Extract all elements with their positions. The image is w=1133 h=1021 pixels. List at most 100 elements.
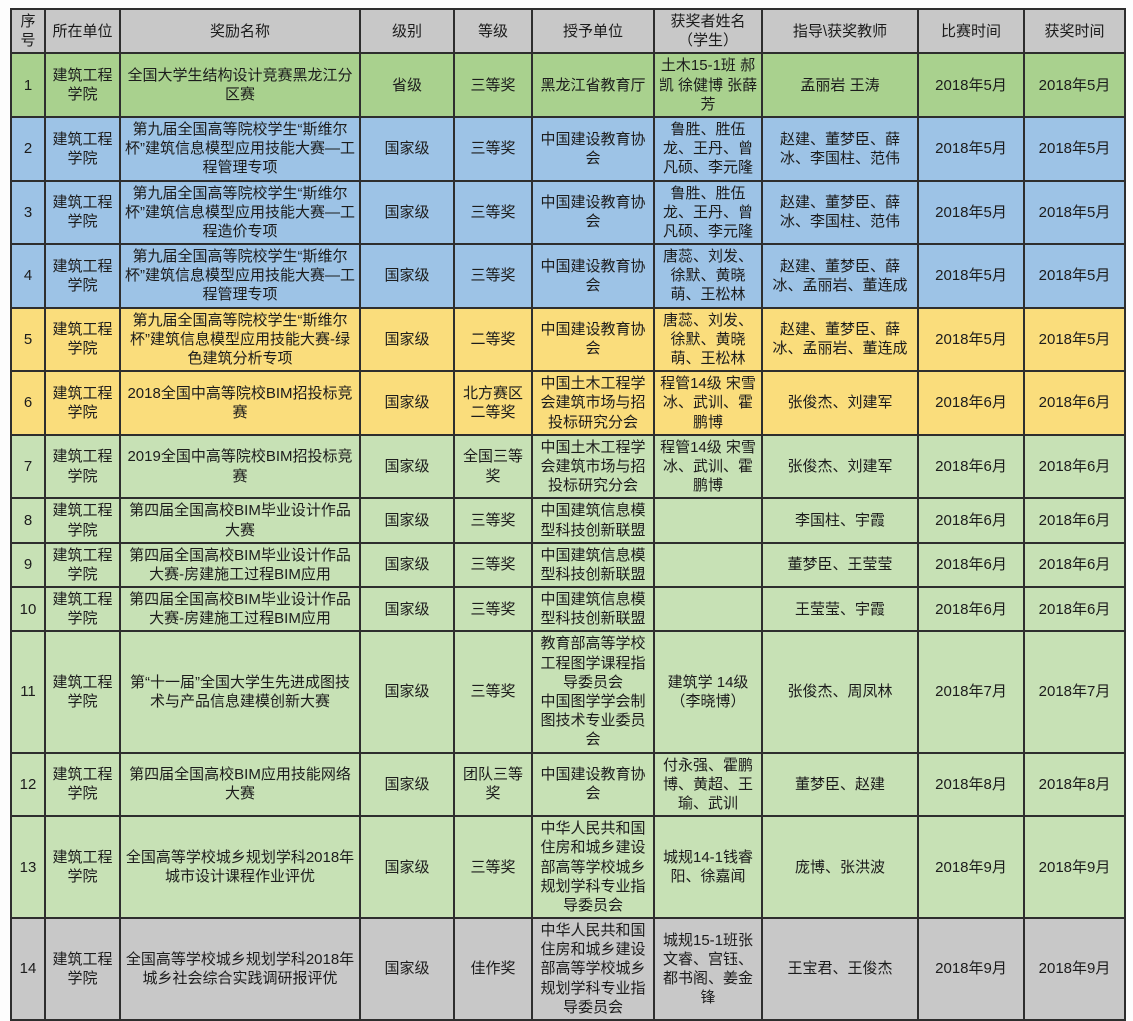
cell-grade: 三等奖: [453, 815, 533, 920]
column-header-award-name: 奖励名称: [119, 7, 361, 55]
cell-teachers: 赵建、董梦臣、薛冰、孟丽岩、董连成: [761, 243, 919, 309]
cell-index: 9: [10, 541, 46, 589]
cell-granting-unit: 中国建设教育协会: [531, 115, 655, 182]
cell-unit: 建筑工程学院: [44, 52, 121, 118]
cell-grade: 三等奖: [453, 179, 533, 246]
cell-granting-unit: 黑龙江省教育厅: [531, 52, 655, 118]
cell-award-name: 第四届全国高校BIM毕业设计作品大赛-房建施工过程BIM应用: [119, 586, 361, 633]
cell-student-names: 建筑学 14级 （李晓博）: [653, 630, 763, 754]
cell-student-names: [653, 497, 763, 544]
cell-competition-date: 2018年9月: [917, 917, 1025, 1021]
cell-level: 国家级: [359, 243, 455, 309]
cell-teachers: 赵建、董梦臣、薛冰、李国柱、范伟: [761, 179, 919, 246]
cell-competition-date: 2018年8月: [917, 751, 1025, 818]
cell-award-date: 2018年8月: [1023, 751, 1126, 818]
cell-award-name: 第九届全国高等院校学生“斯维尔杯”建筑信息模型应用技能大赛-绿色建筑分析专项: [119, 306, 361, 373]
cell-competition-date: 2018年6月: [917, 586, 1025, 633]
cell-competition-date: 2018年5月: [917, 52, 1025, 118]
cell-granting-unit: 中国土木工程学会建筑市场与招投标研究分会: [531, 370, 655, 436]
cell-competition-date: 2018年9月: [917, 815, 1025, 920]
cell-award-date: 2018年7月: [1023, 630, 1126, 754]
cell-teachers: 赵建、董梦臣、薛冰、李国柱、范伟: [761, 115, 919, 182]
table-row: 2 建筑工程学院 第九届全国高等院校学生“斯维尔杯”建筑信息模型应用技能大赛—工程管…: [10, 115, 1126, 182]
cell-granting-unit: 教育部高等学校工程图学课程指导委员会 中国图学学会制图技术专业委员会: [531, 630, 655, 754]
table-row: 6 建筑工程学院 2018全国中高等院校BIM招投标竞赛 国家级 北方赛区二等奖 中国土木…: [10, 370, 1126, 436]
cell-award-date: 2018年6月: [1023, 370, 1126, 436]
cell-teachers: 庞博、张洪波: [761, 815, 919, 920]
cell-grade: 佳作奖: [453, 917, 533, 1021]
cell-unit: 建筑工程学院: [44, 586, 121, 633]
cell-student-names: 付永强、霍鹏博、黄超、王瑜、武训: [653, 751, 763, 818]
column-header-teachers: 指导\获奖教师: [761, 7, 919, 55]
table-body: 1 建筑工程学院 全国大学生结构设计竞赛黑龙江分区赛 省级 三等奖 黑龙江省教育厅 土木15…: [10, 52, 1126, 1021]
cell-granting-unit: 中国建设教育协会: [531, 306, 655, 373]
cell-grade: 三等奖: [453, 497, 533, 544]
cell-competition-date: 2018年6月: [917, 541, 1025, 589]
table-row: 4 建筑工程学院 第九届全国高等院校学生“斯维尔杯”建筑信息模型应用技能大赛—工程管…: [10, 243, 1126, 309]
cell-award-date: 2018年5月: [1023, 179, 1126, 246]
cell-teachers: 张俊杰、刘建军: [761, 433, 919, 500]
cell-unit: 建筑工程学院: [44, 541, 121, 589]
cell-unit: 建筑工程学院: [44, 179, 121, 246]
cell-unit: 建筑工程学院: [44, 115, 121, 182]
cell-award-date: 2018年6月: [1023, 433, 1126, 500]
cell-level: 国家级: [359, 306, 455, 373]
cell-student-names: 鲁胜、胜伍龙、王丹、曾凡硕、李元隆: [653, 115, 763, 182]
table-row: 3 建筑工程学院 第九届全国高等院校学生“斯维尔杯”建筑信息模型应用技能大赛—工程造…: [10, 179, 1126, 246]
cell-index: 12: [10, 751, 46, 818]
cell-student-names: 城规14-1钱睿阳、徐嘉闻: [653, 815, 763, 920]
cell-granting-unit: 中华人民共和国住房和城乡建设部高等学校城乡规划学科专业指导委员会: [531, 917, 655, 1021]
cell-unit: 建筑工程学院: [44, 917, 121, 1021]
table-row: 10 建筑工程学院 第四届全国高校BIM毕业设计作品大赛-房建施工过程BIM应用 国家…: [10, 586, 1126, 633]
cell-grade: 北方赛区二等奖: [453, 370, 533, 436]
cell-index: 5: [10, 306, 46, 373]
cell-grade: 三等奖: [453, 586, 533, 633]
cell-grade: 三等奖: [453, 115, 533, 182]
cell-index: 10: [10, 586, 46, 633]
cell-competition-date: 2018年5月: [917, 306, 1025, 373]
cell-teachers: 赵建、董梦臣、薛冰、孟丽岩、董连成: [761, 306, 919, 373]
column-header-student-names: 获奖者姓名（学生）: [653, 7, 763, 55]
column-header-award-date: 获奖时间: [1023, 7, 1126, 55]
cell-unit: 建筑工程学院: [44, 370, 121, 436]
cell-granting-unit: 中国土木工程学会建筑市场与招投标研究分会: [531, 433, 655, 500]
table-row: 5 建筑工程学院 第九届全国高等院校学生“斯维尔杯”建筑信息模型应用技能大赛-绿色建…: [10, 306, 1126, 373]
cell-granting-unit: 中国建设教育协会: [531, 243, 655, 309]
cell-unit: 建筑工程学院: [44, 306, 121, 373]
cell-teachers: 王宝君、王俊杰: [761, 917, 919, 1021]
cell-student-names: 鲁胜、胜伍龙、王丹、曾凡硕、李元隆: [653, 179, 763, 246]
cell-index: 7: [10, 433, 46, 500]
column-header-level: 级别: [359, 7, 455, 55]
cell-granting-unit: 中国建筑信息模型科技创新联盟: [531, 586, 655, 633]
cell-student-names: 土木15-1班 郝凯 徐健博 张薛芳: [653, 52, 763, 118]
cell-index: 13: [10, 815, 46, 920]
cell-granting-unit: 中国建设教育协会: [531, 179, 655, 246]
cell-award-name: 第九届全国高等院校学生“斯维尔杯”建筑信息模型应用技能大赛—工程造价专项: [119, 179, 361, 246]
cell-grade: 三等奖: [453, 630, 533, 754]
table-row: 7 建筑工程学院 2019全国中高等院校BIM招投标竞赛 国家级 全国三等奖 中国土木工程…: [10, 433, 1126, 500]
cell-award-name: 第四届全国高校BIM应用技能网络大赛: [119, 751, 361, 818]
table-header: 序号 所在单位 奖励名称 级别 等级 授予单位 获奖者姓名（学生） 指导\获奖教师 比赛时间 获奖…: [10, 7, 1126, 55]
cell-award-date: 2018年5月: [1023, 306, 1126, 373]
cell-award-name: 全国高等学校城乡规划学科2018年城市设计课程作业评优: [119, 815, 361, 920]
cell-student-names: 唐蕊、刘发、徐默、黄晓萌、王松林: [653, 306, 763, 373]
cell-award-date: 2018年6月: [1023, 541, 1126, 589]
cell-award-date: 2018年5月: [1023, 243, 1126, 309]
cell-level: 国家级: [359, 370, 455, 436]
cell-level: 国家级: [359, 815, 455, 920]
cell-student-names: 唐蕊、刘发、徐默、黄晓萌、王松林: [653, 243, 763, 309]
cell-award-name: 全国高等学校城乡规划学科2018年城乡社会综合实践调研报评优: [119, 917, 361, 1021]
cell-award-name: 2019全国中高等院校BIM招投标竞赛: [119, 433, 361, 500]
cell-level: 省级: [359, 52, 455, 118]
cell-award-date: 2018年5月: [1023, 115, 1126, 182]
cell-level: 国家级: [359, 751, 455, 818]
cell-award-date: 2018年6月: [1023, 497, 1126, 544]
cell-granting-unit: 中国建筑信息模型科技创新联盟: [531, 541, 655, 589]
column-header-granting-unit: 授予单位: [531, 7, 655, 55]
cell-level: 国家级: [359, 541, 455, 589]
cell-index: 6: [10, 370, 46, 436]
awards-table: 序号 所在单位 奖励名称 级别 等级 授予单位 获奖者姓名（学生） 指导\获奖教师 比赛时间 获奖…: [10, 7, 1126, 1021]
cell-granting-unit: 中国建筑信息模型科技创新联盟: [531, 497, 655, 544]
column-header-unit: 所在单位: [44, 7, 121, 55]
cell-award-date: 2018年6月: [1023, 586, 1126, 633]
